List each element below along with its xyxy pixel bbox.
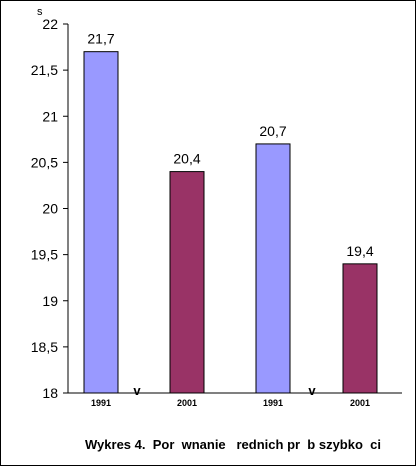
x-tick-label: 1991 bbox=[91, 398, 111, 408]
y-tick-label: 18 bbox=[42, 385, 58, 401]
y-tick-label: 21 bbox=[42, 108, 58, 124]
bar-value-label: 19,4 bbox=[346, 243, 373, 259]
y-tick-label: 19 bbox=[42, 293, 58, 309]
y-tick-label: 20 bbox=[42, 201, 58, 217]
x-tick-label: 2001 bbox=[350, 398, 370, 408]
group-mark: v bbox=[308, 383, 316, 398]
y-tick-label: 22 bbox=[42, 16, 58, 32]
bar-value-label: 21,7 bbox=[87, 31, 114, 47]
chart-caption: Wykres 4. Por wnanie rednich pr b szybko… bbox=[85, 437, 381, 452]
x-tick-label: 2001 bbox=[177, 398, 197, 408]
bar-value-label: 20,7 bbox=[259, 123, 286, 139]
y-tick-label: 21,5 bbox=[31, 62, 58, 78]
x-tick-label: 1991 bbox=[263, 398, 283, 408]
bar-1 bbox=[83, 51, 119, 394]
y-axis-unit-label: s bbox=[37, 6, 43, 18]
y-tick-label: 18,5 bbox=[31, 339, 58, 355]
y-tick-label: 19,5 bbox=[31, 247, 58, 263]
bar-4 bbox=[342, 263, 378, 394]
group-mark: v bbox=[133, 383, 141, 398]
bar-2 bbox=[169, 171, 205, 394]
y-tick-label: 20,5 bbox=[31, 154, 58, 170]
bar-3 bbox=[255, 143, 291, 394]
bar-value-label: 20,4 bbox=[173, 151, 200, 167]
